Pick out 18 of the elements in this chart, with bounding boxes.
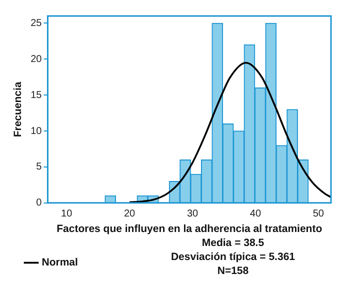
y-tick-label: 25 bbox=[30, 18, 42, 29]
line-series bbox=[128, 62, 331, 203]
y-tick-label: 5 bbox=[36, 162, 42, 173]
text: N=158 bbox=[216, 264, 250, 278]
text: Desviación típica = 5.361 bbox=[170, 250, 295, 264]
text: Media = 38.5 bbox=[200, 236, 266, 250]
x-tick-label: 50 bbox=[312, 208, 324, 220]
y-tick-label: 20 bbox=[30, 54, 42, 65]
y-tick-label: 15 bbox=[30, 90, 42, 101]
x-tick-label: 20 bbox=[124, 208, 136, 220]
y-axis-title: Frecuencia bbox=[12, 82, 24, 138]
y-tick-label: 10 bbox=[30, 126, 42, 137]
x-tick-label: 10 bbox=[61, 208, 73, 220]
legend-label: Normal bbox=[42, 256, 78, 269]
x-tick-label: 40 bbox=[250, 208, 262, 220]
y-tick-label: 0 bbox=[36, 198, 42, 209]
x-axis-title: Factores que influyen en la adherencia al tratamiento bbox=[56, 223, 322, 236]
x-tick-label: 30 bbox=[186, 208, 199, 220]
